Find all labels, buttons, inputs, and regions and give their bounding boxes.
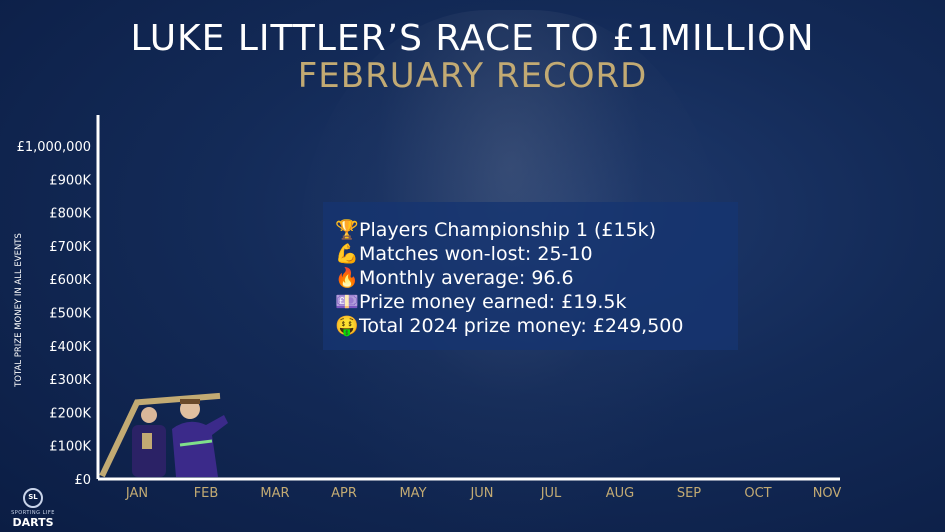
february-stats-box: 🏆Players Championship 1 (£15k) 💪Matches … [323,202,738,350]
y-tick-label: £300K [49,373,91,388]
logo-top-text: SPORTING LIFE [11,510,55,516]
y-tick-label: £900K [49,173,91,188]
y-tick-label: £200K [49,406,91,421]
money-mouth-face-icon: 🤑 [335,315,359,337]
fire-icon: 🔥 [335,267,359,289]
x-tick-label: SEP [677,486,701,501]
x-tick-label: JUN [469,486,493,501]
money-icon: 💷 [335,291,359,313]
y-tick-label: £1,000,000 [17,140,91,155]
y-tick-label: £500K [49,307,91,322]
y-tick-label: £800K [49,207,91,222]
x-tick-label: MAR [260,486,289,501]
x-tick-label: JAN [125,486,148,501]
chart-title: LUKE LITTLER’S RACE TO £1MILLION [130,18,815,59]
logo-bottom-text: DARTS [12,516,54,529]
info-text: Monthly average: 96.6 [359,267,574,289]
x-tick-label: FEB [194,486,219,501]
info-line-average: 🔥Monthly average: 96.6 [335,266,728,290]
sporting-life-darts-logo: SL SPORTING LIFE DARTS [4,488,62,530]
x-tick-label: NOV [813,486,842,501]
info-line-matches: 💪Matches won-lost: 25-10 [335,242,728,266]
y-tick-label: £700K [49,240,91,255]
x-tick-label: OCT [744,486,771,501]
y-tick-label: £100K [49,440,91,455]
x-tick-label: MAY [399,486,426,501]
info-line-total: 🤑Total 2024 prize money: £249,500 [335,314,728,338]
y-tick-label: £0 [74,473,91,488]
logo-sl: SL [28,493,38,501]
x-tick-label: APR [331,486,357,501]
logo-ring [23,488,43,508]
trophy-icon: 🏆 [335,219,359,241]
y-axis-label: TOTAL PRIZE MONEY IN ALL EVENTS [14,233,24,388]
chart-subtitle: FEBRUARY RECORD [297,56,648,96]
y-tick-label: £400K [49,340,91,355]
info-text: Matches won-lost: 25-10 [359,243,593,265]
info-line-title: 🏆Players Championship 1 (£15k) [335,218,728,242]
info-line-prize: 💷Prize money earned: £19.5k [335,290,728,314]
x-tick-label: AUG [606,486,634,501]
info-text: Players Championship 1 (£15k) [359,219,657,241]
player-cutout-image [132,399,228,477]
info-text: Total 2024 prize money: £249,500 [359,315,684,337]
info-text: Prize money earned: £19.5k [359,291,627,313]
flexed-biceps-icon: 💪 [335,243,359,265]
x-tick-label: JUL [540,486,562,501]
y-tick-label: £600K [49,273,91,288]
